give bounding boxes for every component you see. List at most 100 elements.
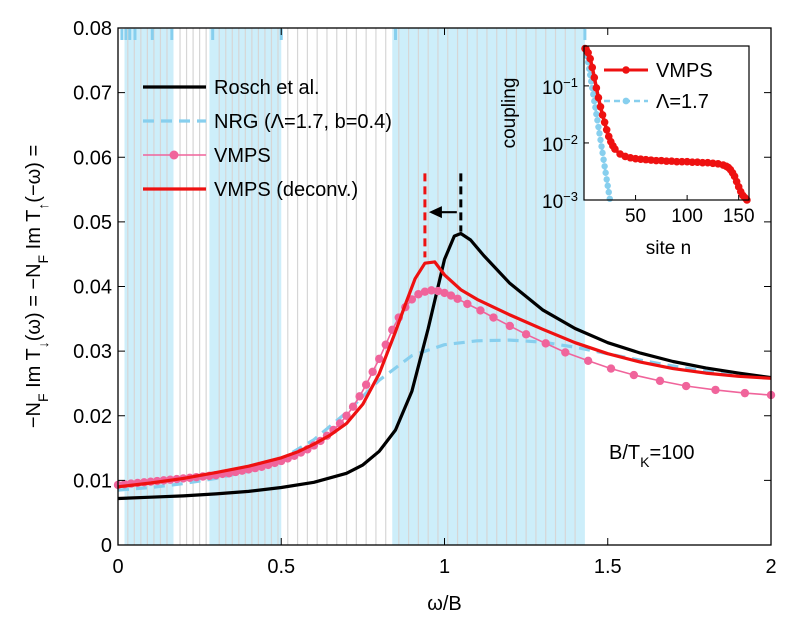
data-point bbox=[505, 321, 514, 331]
data-point bbox=[446, 291, 456, 300]
y-label-sub: F bbox=[35, 393, 51, 402]
inset-data-point bbox=[606, 195, 613, 202]
y-tick-label: 0.03 bbox=[73, 341, 112, 363]
data-point bbox=[420, 287, 430, 296]
data-point bbox=[342, 411, 351, 420]
inset-data-point bbox=[600, 118, 609, 127]
inset-data-point bbox=[604, 182, 611, 189]
data-point bbox=[711, 385, 720, 395]
inset-y-axis-label: coupling bbox=[499, 78, 520, 149]
inset-x-tick-label: 150 bbox=[723, 206, 755, 227]
data-point bbox=[561, 348, 570, 357]
inset-data-point bbox=[593, 110, 600, 118]
y-label-part: Im T bbox=[23, 210, 45, 255]
legend-label: VMPS bbox=[214, 145, 271, 167]
x-tick-label: 2 bbox=[765, 556, 776, 578]
data-point bbox=[606, 364, 616, 373]
legend-label: NRG (Λ=1.7, b=0.4) bbox=[214, 111, 392, 133]
inset-data-point bbox=[599, 149, 606, 157]
inset-y-tick-label: 10−2 bbox=[542, 131, 578, 156]
data-point bbox=[583, 356, 593, 366]
data-point bbox=[629, 370, 639, 380]
x-tick-label: 0 bbox=[112, 556, 123, 578]
inset-frame bbox=[583, 45, 750, 201]
tick-base: 10 bbox=[542, 135, 563, 156]
inset-x-tick-label: 50 bbox=[625, 206, 646, 227]
y-axis-label: −NF Im T↓(ω) = −NF Im T↑(−ω) = bbox=[23, 145, 51, 428]
y-label-sub: ↓ bbox=[35, 341, 51, 348]
annotation-sub: K bbox=[640, 454, 650, 470]
tick-exponent: −2 bbox=[563, 131, 578, 146]
inset-data-point bbox=[603, 176, 610, 183]
main-plot-series bbox=[113, 231, 776, 501]
y-label-part: (−ω) = bbox=[23, 145, 45, 203]
inset-data-point bbox=[596, 130, 603, 137]
data-point bbox=[355, 392, 364, 401]
data-point bbox=[375, 354, 384, 364]
inset-data-point bbox=[590, 73, 599, 82]
inset-data-point bbox=[597, 136, 604, 144]
y-tick-label: 0.07 bbox=[73, 83, 112, 105]
data-point bbox=[681, 381, 691, 391]
main-plot-grid bbox=[120, 28, 587, 545]
inset-data-point bbox=[602, 125, 611, 134]
inset-data-point bbox=[595, 123, 602, 131]
data-point bbox=[476, 306, 485, 315]
inset-data-point bbox=[596, 102, 605, 111]
inset-data-point bbox=[590, 91, 597, 98]
inset-legend-marker bbox=[622, 97, 630, 105]
y-label-part: −N bbox=[23, 402, 45, 428]
series-line bbox=[117, 260, 772, 489]
inset-legend-marker bbox=[622, 66, 630, 74]
inset-data-point bbox=[605, 188, 612, 196]
annotation-part: =100 bbox=[649, 442, 694, 464]
inset-data-point bbox=[584, 49, 592, 57]
x-axis-label: ω/B bbox=[427, 593, 462, 615]
inset-data-point bbox=[602, 169, 609, 176]
energy-band bbox=[392, 28, 585, 545]
inset-x-tick-label: 100 bbox=[671, 206, 703, 227]
inset-data-point bbox=[594, 93, 603, 102]
field-annotation: B/TK=100 bbox=[609, 442, 695, 470]
inset-data-point bbox=[600, 156, 607, 163]
data-point bbox=[361, 380, 371, 389]
y-label-sub: F bbox=[35, 255, 51, 264]
data-point bbox=[440, 288, 449, 298]
shift-arrow-head bbox=[428, 206, 442, 219]
tick-exponent: −1 bbox=[563, 74, 578, 89]
y-tick-label: 0.01 bbox=[73, 470, 112, 492]
data-point bbox=[655, 376, 665, 386]
inset-legend-label: VMPS bbox=[656, 60, 713, 82]
inset-data-point bbox=[588, 63, 597, 72]
main-annotations: B/TK=100 bbox=[423, 173, 695, 470]
x-tick-label: 1 bbox=[439, 556, 450, 578]
inset-data-point bbox=[592, 84, 601, 92]
tick-exponent: −3 bbox=[563, 189, 578, 204]
tick-base: 10 bbox=[542, 78, 563, 99]
x-tick-label: 0.5 bbox=[267, 556, 295, 578]
y-tick-label: 0 bbox=[101, 535, 112, 557]
data-point bbox=[740, 388, 750, 398]
energy-band bbox=[124, 28, 174, 545]
data-point bbox=[453, 294, 462, 303]
x-tick-label: 1.5 bbox=[594, 556, 622, 578]
y-label-part: Im T bbox=[23, 348, 45, 393]
series-line bbox=[117, 231, 772, 501]
tick-base: 10 bbox=[542, 192, 563, 213]
y-tick-label: 0.02 bbox=[73, 406, 112, 428]
data-point bbox=[433, 286, 443, 296]
data-point bbox=[521, 330, 531, 339]
y-tick-label: 0.06 bbox=[73, 147, 112, 169]
inset-background bbox=[584, 46, 749, 200]
data-point bbox=[381, 340, 390, 349]
y-label-part: (ω) = −N bbox=[23, 263, 45, 341]
data-point bbox=[541, 339, 550, 348]
inset-legend-label: Λ=1.7 bbox=[656, 91, 709, 113]
data-point bbox=[427, 286, 436, 295]
data-point bbox=[414, 290, 423, 299]
y-tick-label: 0.04 bbox=[73, 277, 112, 299]
inset-data-point bbox=[594, 117, 601, 124]
data-point bbox=[348, 402, 358, 411]
legend-label: VMPS (deconv.) bbox=[214, 179, 358, 201]
